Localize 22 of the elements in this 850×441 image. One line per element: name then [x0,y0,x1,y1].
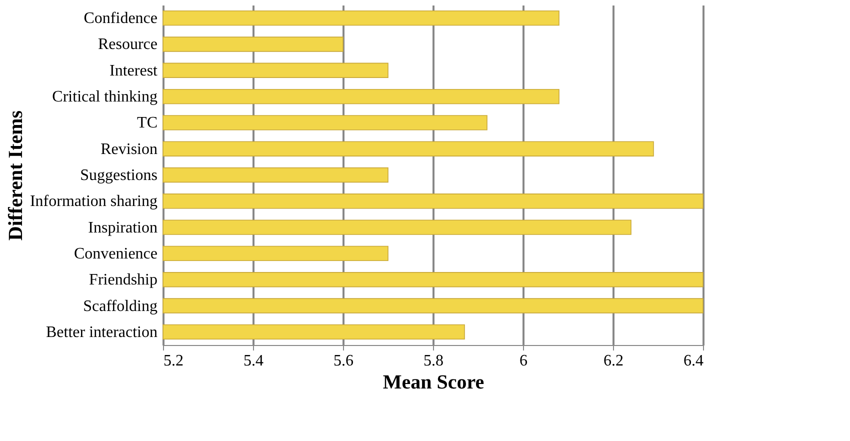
y-tick-label: Scaffolding [83,298,158,315]
y-tick-label: Resource [98,36,158,54]
y-tick-label: Revision [100,140,158,158]
y-tick-label: Information sharing [30,193,158,210]
x-axis-title: Mean Score [382,372,484,394]
x-tick-label: 6.4 [684,352,704,370]
y-tick-label: Friendship [89,272,158,289]
x-tick-label: 5.2 [164,352,184,370]
y-axis-title: Different Items [4,110,27,241]
y-tick-label: Confidence [84,10,158,28]
x-tick-label: 5.6 [334,352,354,370]
x-tick-label: 5.4 [244,352,264,370]
x-tick-label: 6 [520,352,528,370]
y-tick-label: Better interaction [46,324,158,341]
y-tick-label: Suggestions [80,167,158,184]
y-tick-label: TC [137,114,158,132]
x-tick-label: 5.8 [424,352,444,370]
y-tick-label: Convenience [74,245,158,262]
y-tick-label: Interest [110,62,158,80]
x-tick-label: 6.2 [604,352,624,370]
y-tick-label: Critical thinking [52,88,158,106]
y-tick-label: Inspiration [88,219,158,236]
